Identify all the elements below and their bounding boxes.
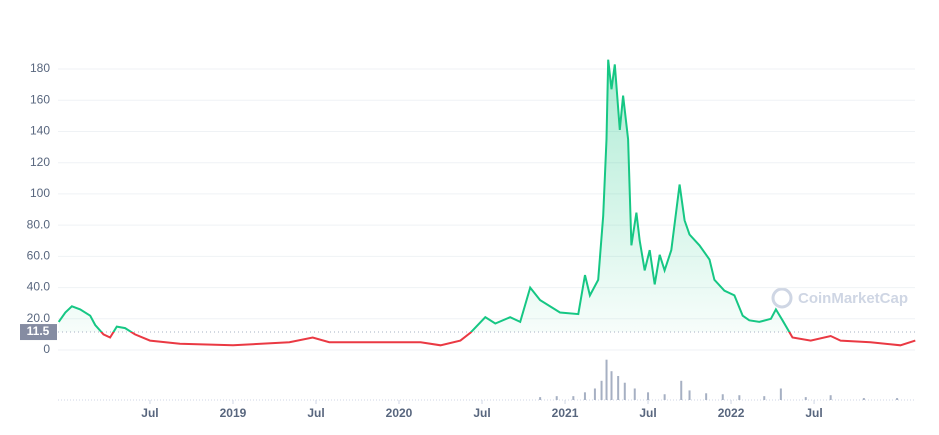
volume-bar (600, 380, 603, 400)
volume-bar (680, 380, 683, 400)
volume-bar (617, 376, 620, 400)
watermark-text: CoinMarketCap (798, 290, 908, 307)
volume-bar (583, 392, 586, 400)
volume-bar (647, 392, 650, 400)
volume-bar (572, 396, 575, 400)
volume-bar (539, 397, 542, 400)
price-area (58, 59, 916, 333)
x-tick-label: 2021 (552, 406, 579, 420)
volume-bar (862, 398, 865, 400)
x-tick-label: 2019 (220, 406, 247, 420)
volume-bar (779, 388, 782, 400)
volume-bar (688, 390, 691, 400)
watermark: CoinMarketCap (771, 287, 908, 309)
volume-bar (633, 388, 636, 400)
y-tick-label: 100 (30, 186, 50, 200)
y-tick-label: 180 (30, 61, 50, 75)
y-tick-label: 160 (30, 92, 50, 106)
volume-bar (593, 388, 596, 400)
x-tick-label: 2022 (718, 406, 745, 420)
volume-bar (804, 397, 807, 400)
reference-label: 11.5 (27, 324, 50, 338)
volume-bar (555, 396, 558, 400)
reference-label-box (20, 324, 57, 341)
volume-bar (896, 398, 899, 400)
volume-bar (610, 371, 613, 400)
x-tick-label: Jul (473, 406, 490, 420)
y-tick-label: 80.0 (27, 217, 51, 231)
x-tick-label: Jul (141, 406, 158, 420)
x-tick-label: 2020 (386, 406, 413, 420)
y-tick-label: 140 (30, 124, 50, 138)
volume-bar (663, 394, 666, 400)
y-tick-label: 60.0 (27, 249, 51, 263)
volume-bar (623, 382, 626, 400)
price-line-down (100, 332, 916, 347)
volume-bar (829, 395, 832, 400)
y-tick-label: 120 (30, 155, 50, 169)
x-tick-label: Jul (639, 406, 656, 420)
y-tick-label: 0 (43, 342, 50, 356)
price-line-up (57, 59, 791, 333)
x-tick-label: Jul (805, 406, 822, 420)
x-tick-label: Jul (307, 406, 324, 420)
y-tick-label: 40.0 (27, 280, 51, 294)
volume-bar (738, 395, 741, 400)
volume-bar (705, 393, 708, 400)
volume-bar (763, 396, 766, 400)
y-tick-label: 20.0 (27, 311, 51, 325)
volume-bar (605, 359, 608, 400)
volume-bar (721, 394, 724, 400)
